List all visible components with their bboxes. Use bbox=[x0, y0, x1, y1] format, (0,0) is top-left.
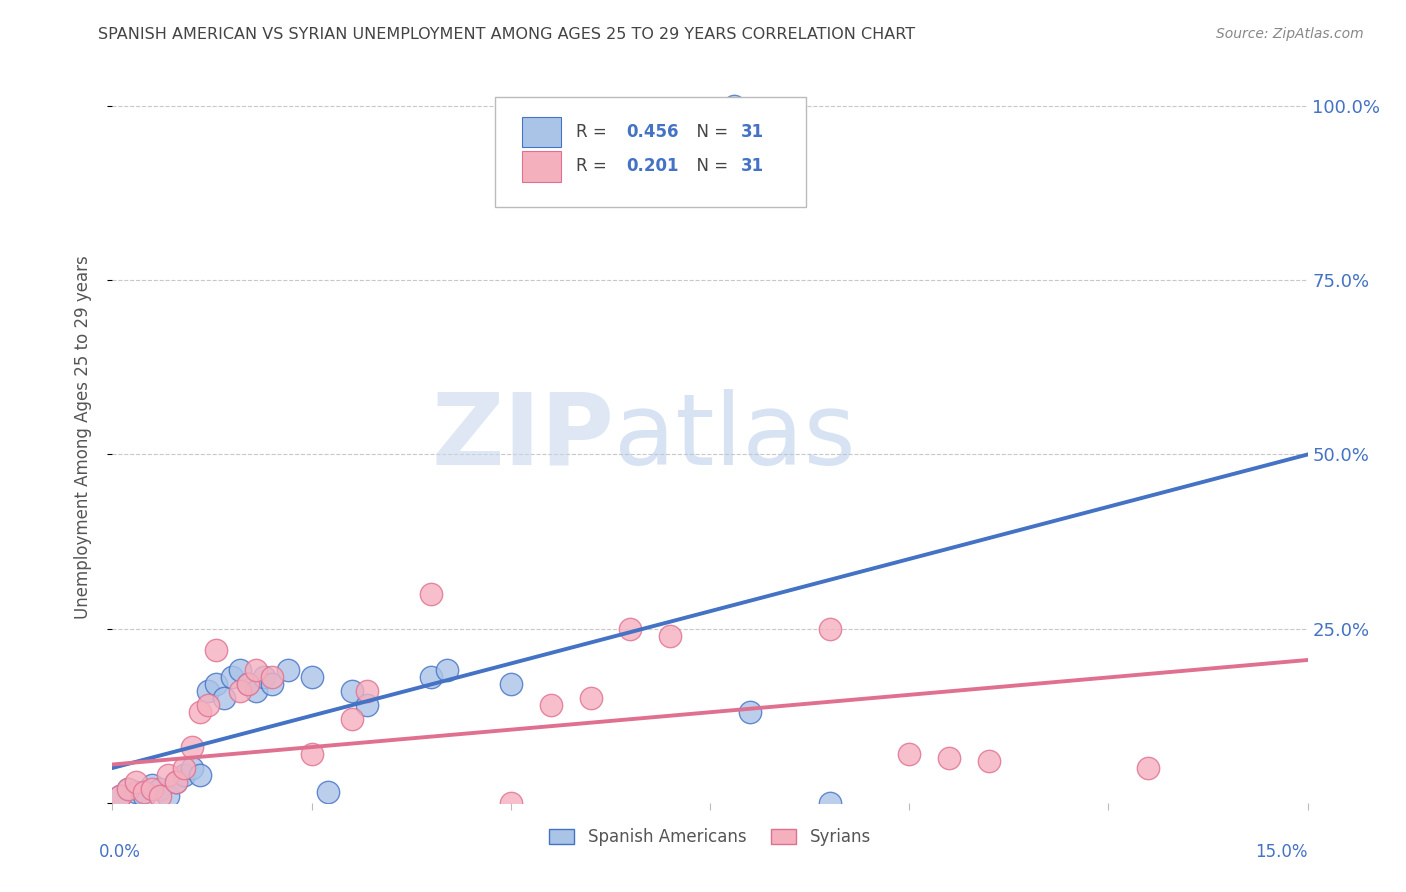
Point bbox=[253, 670, 276, 684]
Text: ZIP: ZIP bbox=[432, 389, 614, 485]
Text: SPANISH AMERICAN VS SYRIAN UNEMPLOYMENT AMONG AGES 25 TO 29 YEARS CORRELATION CH: SPANISH AMERICAN VS SYRIAN UNEMPLOYMENT … bbox=[98, 27, 915, 42]
Point bbox=[236, 677, 259, 691]
Point bbox=[260, 677, 283, 691]
Point bbox=[221, 670, 243, 684]
Point bbox=[229, 664, 252, 678]
Text: N =: N = bbox=[686, 123, 734, 141]
Point bbox=[157, 768, 180, 782]
Point bbox=[165, 775, 187, 789]
Point bbox=[188, 768, 211, 782]
Point bbox=[260, 670, 283, 684]
Point bbox=[540, 698, 562, 713]
Point bbox=[619, 622, 641, 636]
Point bbox=[141, 781, 163, 796]
Point bbox=[277, 664, 299, 678]
Point bbox=[125, 785, 148, 799]
Point bbox=[938, 750, 960, 764]
Point bbox=[149, 781, 172, 796]
Point bbox=[245, 664, 267, 678]
Point bbox=[188, 705, 211, 719]
Point bbox=[579, 691, 602, 706]
Legend: Spanish Americans, Syrians: Spanish Americans, Syrians bbox=[543, 822, 877, 853]
Text: 0.456: 0.456 bbox=[627, 123, 679, 141]
Point bbox=[236, 677, 259, 691]
Point bbox=[898, 747, 921, 761]
Point bbox=[229, 684, 252, 698]
Text: 15.0%: 15.0% bbox=[1256, 843, 1308, 861]
Point bbox=[181, 761, 204, 775]
FancyBboxPatch shape bbox=[523, 151, 561, 182]
Point bbox=[436, 664, 458, 678]
Point bbox=[245, 684, 267, 698]
FancyBboxPatch shape bbox=[523, 117, 561, 147]
Point bbox=[134, 785, 156, 799]
Point bbox=[818, 796, 841, 810]
Point bbox=[149, 789, 172, 803]
Point bbox=[110, 789, 132, 803]
Text: Source: ZipAtlas.com: Source: ZipAtlas.com bbox=[1216, 27, 1364, 41]
Point bbox=[499, 796, 522, 810]
Point bbox=[134, 789, 156, 803]
Point bbox=[165, 775, 187, 789]
Text: 31: 31 bbox=[741, 158, 765, 176]
Point bbox=[316, 785, 339, 799]
Point bbox=[1137, 761, 1160, 775]
Point bbox=[301, 670, 323, 684]
Point bbox=[340, 712, 363, 726]
Point bbox=[181, 740, 204, 755]
Point bbox=[356, 698, 378, 713]
Y-axis label: Unemployment Among Ages 25 to 29 years: Unemployment Among Ages 25 to 29 years bbox=[73, 255, 91, 619]
Text: 0.201: 0.201 bbox=[627, 158, 679, 176]
Text: R =: R = bbox=[576, 123, 612, 141]
Point bbox=[110, 789, 132, 803]
Point bbox=[301, 747, 323, 761]
Point bbox=[977, 754, 1000, 768]
Point bbox=[157, 789, 180, 803]
Text: atlas: atlas bbox=[614, 389, 856, 485]
Point bbox=[197, 698, 219, 713]
Point bbox=[212, 691, 235, 706]
FancyBboxPatch shape bbox=[495, 97, 806, 207]
Point bbox=[173, 768, 195, 782]
Point bbox=[818, 622, 841, 636]
Point bbox=[197, 684, 219, 698]
Text: N =: N = bbox=[686, 158, 734, 176]
Point bbox=[340, 684, 363, 698]
Point bbox=[356, 684, 378, 698]
Point bbox=[723, 99, 745, 113]
Point bbox=[125, 775, 148, 789]
Text: 31: 31 bbox=[741, 123, 765, 141]
Point bbox=[205, 642, 228, 657]
Point bbox=[738, 705, 761, 719]
Point bbox=[173, 761, 195, 775]
Text: R =: R = bbox=[576, 158, 612, 176]
Point bbox=[420, 670, 443, 684]
Text: 0.0%: 0.0% bbox=[98, 843, 141, 861]
Point bbox=[205, 677, 228, 691]
Point bbox=[659, 629, 682, 643]
Point bbox=[420, 587, 443, 601]
Point bbox=[117, 781, 139, 796]
Point bbox=[499, 677, 522, 691]
Point bbox=[117, 781, 139, 796]
Point bbox=[141, 778, 163, 792]
